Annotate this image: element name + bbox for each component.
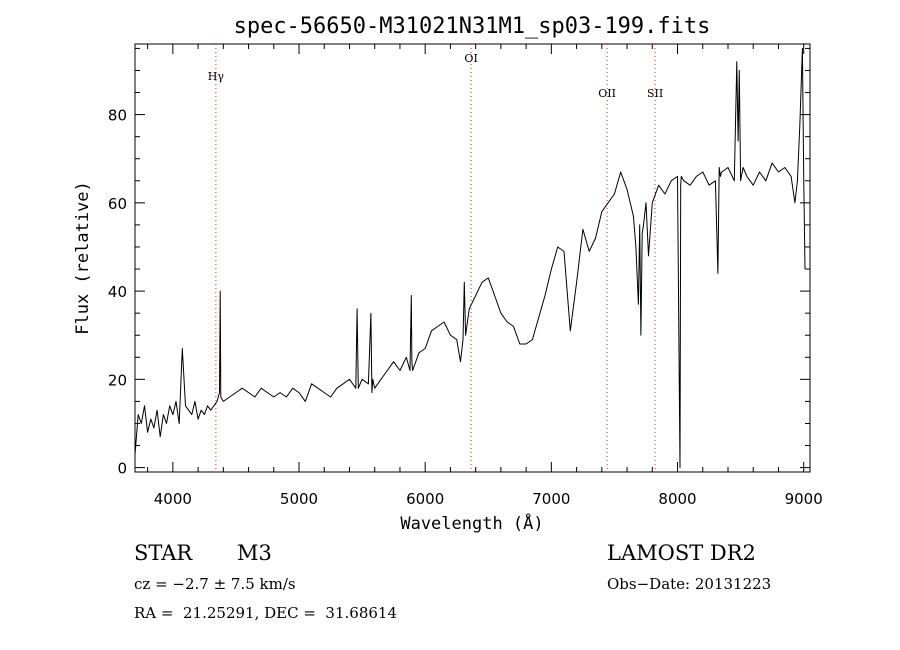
object-subclass: M3	[237, 541, 272, 565]
spectral-line-label: Hγ	[208, 70, 225, 83]
y-tick-label: 80	[108, 107, 127, 125]
x-tick-label: 9000	[785, 490, 823, 508]
x-tick-label: 5000	[280, 490, 318, 508]
spectral-line-label: OI	[464, 52, 477, 65]
obs-date-text: Obs−Date: 20131223	[607, 575, 772, 593]
x-axis-label: Wavelength (Å)	[400, 512, 543, 534]
y-tick-label: 60	[108, 195, 127, 213]
spectral-line-label: SII	[647, 87, 663, 100]
x-tick-label: 8000	[658, 490, 696, 508]
axes-frame	[134, 43, 811, 473]
flux-spectrum-line	[134, 47, 806, 469]
y-axis-ticks: 0 20 40 60 80	[108, 47, 810, 478]
y-tick-label: 40	[108, 283, 127, 301]
x-tick-label: 7000	[532, 490, 570, 508]
series-layer	[134, 47, 806, 469]
y-tick-label: 20	[108, 371, 127, 389]
y-axis-label: Flux (relative)	[73, 181, 93, 335]
x-tick-label: 6000	[406, 490, 444, 508]
x-axis-ticks: 4000 5000 6000 7000 8000 9000	[147, 44, 823, 508]
chart-title: spec-56650-M31021N31M1_sp03-199.fits	[234, 14, 711, 39]
survey-name: LAMOST DR2	[607, 541, 756, 565]
redshift-text: cz = −2.7 ± 7.5 km/s	[134, 575, 296, 593]
spectral-line-label: OII	[598, 87, 616, 100]
spectral-line-markers: Hγ OI OII SII	[208, 44, 663, 472]
plot-frame	[134, 43, 811, 473]
y-tick-label: 0	[117, 460, 127, 478]
coordinates-text: RA = 21.25291, DEC = 31.68614	[134, 604, 398, 622]
x-tick-label: 4000	[154, 490, 192, 508]
object-class: STAR	[134, 541, 193, 565]
